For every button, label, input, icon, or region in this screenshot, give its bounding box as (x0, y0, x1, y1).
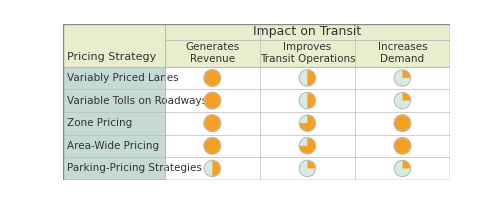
Bar (355, 89, 450, 112)
Wedge shape (308, 70, 316, 86)
Bar (260, 112, 355, 135)
Bar (260, 157, 355, 180)
Bar (62, 67, 165, 89)
Bar (62, 89, 165, 112)
Circle shape (299, 160, 316, 177)
Bar (165, 89, 260, 112)
Circle shape (299, 70, 316, 86)
Bar (355, 112, 450, 135)
Bar (260, 89, 355, 112)
Circle shape (204, 70, 220, 86)
Wedge shape (299, 115, 316, 131)
Circle shape (204, 92, 220, 109)
Wedge shape (402, 160, 410, 168)
Circle shape (204, 70, 220, 86)
Circle shape (204, 115, 220, 131)
Circle shape (204, 92, 220, 109)
Bar (165, 135, 260, 157)
Text: Variably Priced Lanes: Variably Priced Lanes (67, 73, 179, 83)
Circle shape (394, 160, 410, 177)
Wedge shape (299, 138, 316, 154)
Circle shape (394, 115, 410, 131)
Bar (62, 135, 165, 157)
Bar (62, 40, 450, 67)
Circle shape (394, 115, 410, 131)
Text: Variable Tolls on Roadways: Variable Tolls on Roadways (67, 96, 208, 106)
Bar (355, 157, 450, 180)
Text: Increases
Demand: Increases Demand (378, 42, 428, 64)
Circle shape (394, 138, 410, 154)
Circle shape (204, 138, 220, 154)
Circle shape (299, 138, 316, 154)
Circle shape (204, 115, 220, 131)
Text: Area-Wide Pricing: Area-Wide Pricing (67, 141, 160, 151)
Wedge shape (308, 92, 316, 109)
Bar (165, 67, 260, 89)
Text: Zone Pricing: Zone Pricing (67, 118, 132, 128)
Circle shape (204, 160, 220, 177)
Circle shape (394, 92, 410, 109)
Text: Improves
Transit Operations: Improves Transit Operations (260, 42, 355, 64)
Bar (355, 135, 450, 157)
Bar (355, 67, 450, 89)
Bar (62, 24, 450, 40)
Bar (62, 157, 165, 180)
Text: Generates
Revenue: Generates Revenue (185, 42, 240, 64)
Bar (260, 67, 355, 89)
Wedge shape (402, 92, 410, 101)
Text: Impact on Transit: Impact on Transit (254, 25, 362, 38)
Bar (165, 112, 260, 135)
Bar (260, 135, 355, 157)
Circle shape (299, 115, 316, 131)
Bar (165, 157, 260, 180)
Wedge shape (212, 160, 220, 177)
Text: Pricing Strategy: Pricing Strategy (67, 52, 156, 62)
Text: Parking-Pricing Strategies: Parking-Pricing Strategies (67, 163, 202, 174)
Wedge shape (308, 160, 316, 168)
Circle shape (394, 138, 410, 154)
Circle shape (204, 138, 220, 154)
Circle shape (299, 92, 316, 109)
Circle shape (394, 70, 410, 86)
Bar (62, 112, 165, 135)
Wedge shape (402, 70, 410, 78)
